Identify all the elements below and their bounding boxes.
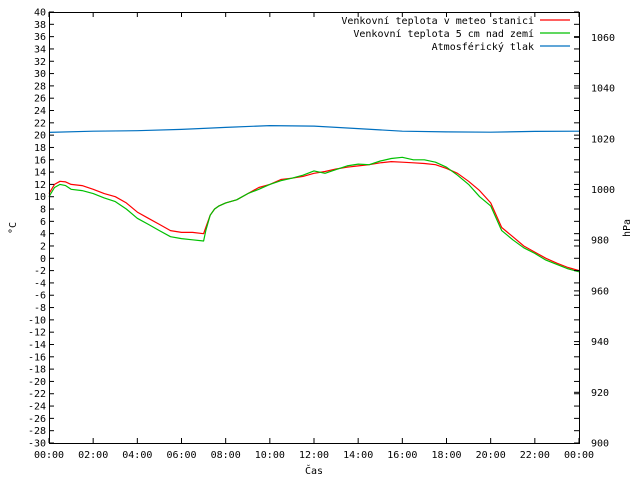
y-tick-label: 4 [40,229,46,240]
y-tick-label: -2 [34,266,46,277]
y-tick-label: 24 [34,106,46,117]
y2-tick-label: 980 [591,236,609,247]
y-axis-ticks: 4038363432302826242220181614121086420-2-… [28,8,579,450]
x-tick-label: 20:00 [476,450,506,461]
legend: Venkovní teplota v meteo stanici Venkovn… [341,15,570,53]
y-tick-label: 0 [40,254,46,265]
y-tick-label: 10 [34,192,46,203]
y-tick-label: 32 [34,57,46,68]
x-tick-label: 00:00 [34,450,64,461]
y-tick-label: -12 [28,328,46,339]
x-tick-label: 04:00 [122,450,152,461]
y2-tick-label: 1060 [591,33,615,44]
y-tick-label: -6 [34,291,46,302]
y2-tick-label: 1040 [591,84,615,95]
legend-label-1: Venkovní teplota 5 cm nad zemí [353,28,534,40]
y-tick-label: -4 [34,278,46,289]
x-tick-label: 10:00 [255,450,285,461]
y-tick-label: 16 [34,155,46,166]
y-tick-label: 2 [40,241,46,252]
y-tick-label: 6 [40,217,46,228]
y2-axis-label: hPa [622,219,633,237]
y-tick-label: 34 [34,44,46,55]
y-tick-label: 28 [34,81,46,92]
y-tick-label: -24 [28,402,46,413]
y2-axis-ticks: 900 920 940 960 980 1000 1020 1040 1060 [574,33,615,450]
y-tick-label: 8 [40,205,46,216]
x-tick-label: 12:00 [299,450,329,461]
y-tick-label: 12 [34,180,46,191]
legend-label-0: Venkovní teplota v meteo stanici [341,15,534,27]
y-tick-label: 38 [34,20,46,31]
x-tick-label: 16:00 [387,450,417,461]
x-tick-label: 14:00 [343,450,373,461]
y2-tick-label: 920 [591,388,609,399]
y-tick-label: -18 [28,365,46,376]
series-line-1 [48,156,580,273]
y-tick-label: -16 [28,352,46,363]
y2-tick-label: 1020 [591,134,615,145]
y-tick-label: 14 [34,168,46,179]
x-tick-label: 02:00 [78,450,108,461]
x-axis-ticks: 00:00 02:00 04:00 06:00 08:00 10:00 12:00 14:00… [34,12,594,461]
y2-tick-label: 940 [591,337,609,348]
y2-tick-label: 1000 [591,185,615,196]
y-tick-label: 30 [34,69,46,80]
y-tick-label: -20 [28,377,46,388]
y-tick-label: 18 [34,143,46,154]
x-tick-label: 22:00 [520,450,550,461]
x-tick-label: 08:00 [211,450,241,461]
x-tick-label: 00:00 [564,450,594,461]
x-tick-label: 06:00 [166,450,196,461]
y-tick-label: 36 [34,32,46,43]
y-tick-label: -10 [28,315,46,326]
y-tick-label: -14 [28,340,46,351]
y2-tick-label: 900 [591,439,609,450]
y-axis-label: °C [8,222,19,234]
y-tick-label: 20 [34,131,46,142]
y-tick-label: 40 [34,8,46,19]
y-tick-label: -8 [34,303,46,314]
series-lines [48,124,580,273]
y-tick-label: -22 [28,389,46,400]
x-axis-label: Čas [305,464,323,477]
y2-tick-label: 960 [591,286,609,297]
legend-label-2: Atmosférický tlak [432,41,534,53]
y-tick-label: -28 [28,426,46,437]
y-tick-label: 26 [34,94,46,105]
y-tick-label: -26 [28,414,46,425]
series-line-2 [48,124,580,133]
y-tick-label: -30 [28,439,46,450]
x-tick-label: 18:00 [431,450,461,461]
y-tick-label: 22 [34,118,46,129]
